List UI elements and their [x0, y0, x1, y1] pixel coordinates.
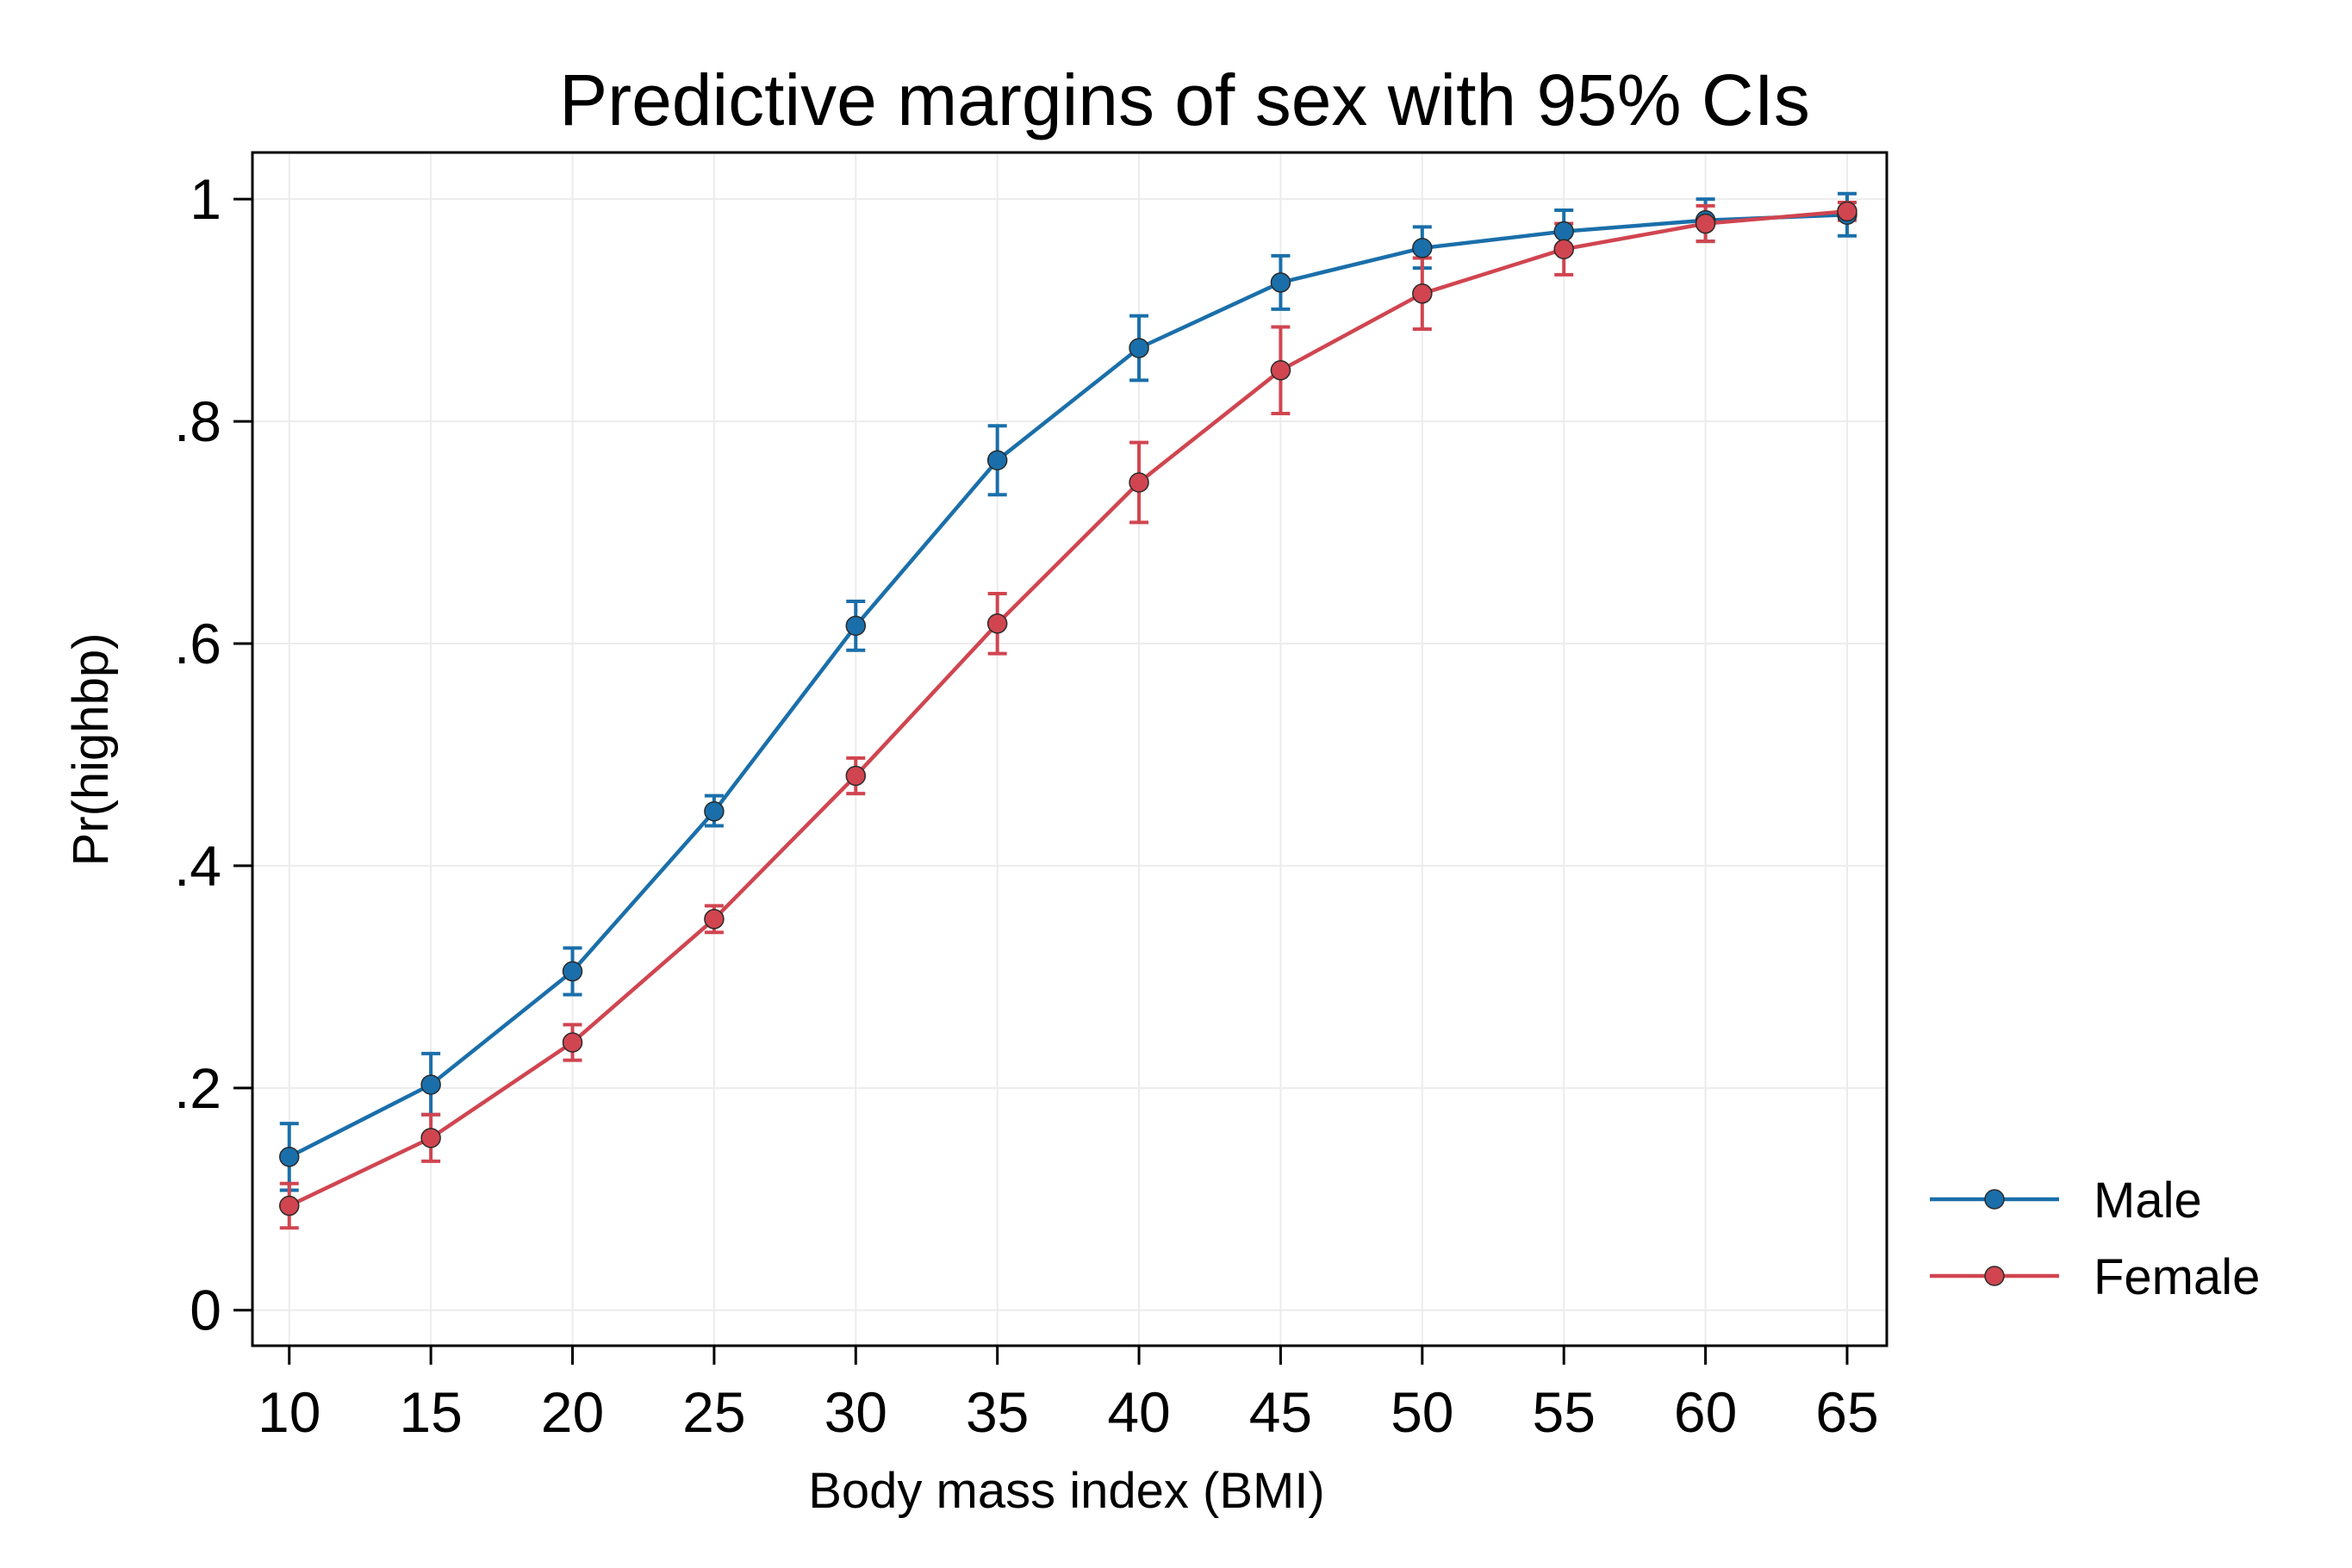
plot-frame: [251, 151, 1888, 1347]
female-point: [420, 1128, 441, 1148]
female-point: [704, 909, 725, 930]
x-tick-label: 40: [1107, 1380, 1170, 1444]
y-axis-title: Pr(highbp): [63, 633, 119, 867]
y-tick-label: .8: [174, 389, 221, 453]
female-point: [1270, 360, 1291, 381]
y-axis-ticks: 0 .2 .4 .6 .8 1: [174, 167, 252, 1342]
x-tick-label: 65: [1815, 1380, 1878, 1444]
x-axis-title: Body mass index (BMI): [808, 1463, 1325, 1519]
x-tick-label: 45: [1249, 1380, 1312, 1444]
x-tick-label: 20: [541, 1380, 604, 1444]
legend-female-marker: [1984, 1266, 2005, 1286]
female-point: [562, 1032, 583, 1053]
gridlines: [252, 152, 1887, 1346]
female-point: [1412, 283, 1433, 304]
x-axis-ticks: 10 15 20 25 30 35 40 45 50 55 60 65: [258, 1346, 1879, 1444]
y-tick-label: 1: [190, 167, 221, 231]
y-tick-label: .2: [174, 1056, 221, 1120]
y-tick-label: 0: [190, 1279, 221, 1342]
x-tick-label: 50: [1391, 1380, 1453, 1444]
male-point: [278, 1147, 300, 1167]
female-point: [1553, 239, 1574, 259]
male-point: [420, 1074, 441, 1095]
female-point: [1129, 472, 1149, 493]
x-tick-label: 60: [1674, 1380, 1737, 1444]
male-point: [1129, 338, 1149, 358]
female-point: [1837, 201, 1857, 222]
male-point: [845, 615, 867, 637]
y-tick-label: .4: [174, 834, 221, 898]
x-tick-label: 55: [1532, 1380, 1595, 1444]
y-tick-label: .6: [174, 612, 221, 675]
female-point: [845, 765, 867, 787]
x-tick-label: 35: [966, 1380, 1029, 1444]
legend-male-marker: [1984, 1189, 2005, 1210]
male-point: [704, 800, 725, 822]
x-tick-label: 10: [258, 1380, 320, 1444]
legend-male-label: Male: [2094, 1173, 2202, 1229]
series-lines: [288, 209, 1848, 1208]
legend-female-label: Female: [2094, 1249, 2260, 1305]
female-point: [1695, 213, 1716, 234]
male-point: [986, 450, 1008, 470]
legend: Male Female: [1930, 1173, 2260, 1305]
x-tick-label: 15: [399, 1380, 462, 1444]
male-point: [1270, 272, 1291, 293]
data-markers: [278, 201, 1857, 1216]
female-series-line: [288, 209, 1848, 1208]
male-point: [1553, 221, 1574, 242]
male-point: [1412, 238, 1433, 258]
male-point: [562, 961, 583, 982]
male-series-line: [288, 212, 1848, 1159]
x-tick-label: 25: [682, 1380, 745, 1444]
x-tick-label: 30: [824, 1380, 887, 1444]
chart-title: Predictive margins of sex with 95% CIs: [559, 59, 1810, 140]
female-point: [986, 613, 1008, 634]
female-point: [278, 1195, 300, 1216]
